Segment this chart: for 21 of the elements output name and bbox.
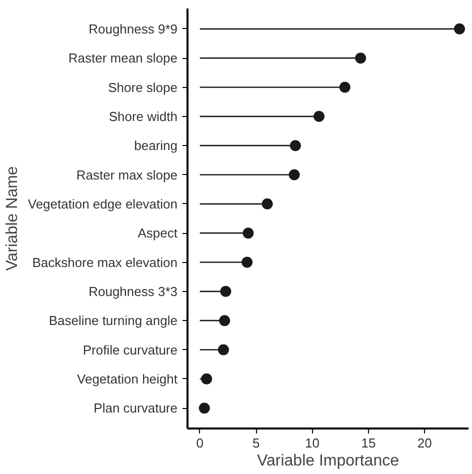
y-tick-label: Profile curvature bbox=[82, 342, 178, 358]
y-tick-label: Raster mean slope bbox=[68, 50, 178, 66]
y-tick-label: Shore width bbox=[108, 108, 178, 124]
x-tick-label: 10 bbox=[305, 436, 320, 450]
y-tick-label: Baseline turning angle bbox=[48, 313, 178, 328]
y-tick-label: bearing bbox=[134, 138, 178, 154]
y-tick-label: Aspect bbox=[138, 226, 178, 241]
y-tick-label: Roughness 9*9 bbox=[88, 21, 178, 36]
x-tick-label: 20 bbox=[417, 436, 432, 450]
x-axis-title: Variable Importance bbox=[257, 452, 400, 470]
y-tick-label: Vegetation height bbox=[77, 371, 178, 386]
x-tick-label: 15 bbox=[361, 436, 376, 450]
y-tick-label: Raster max slope bbox=[76, 167, 178, 182]
x-tick-label: 5 bbox=[252, 436, 260, 450]
y-tick-label: Backshore max elevation bbox=[32, 254, 178, 270]
x-tick-label: 0 bbox=[196, 436, 204, 450]
y-axis-title: Variable Name bbox=[4, 166, 21, 271]
y-tick-label: Shore slope bbox=[108, 80, 178, 95]
y-tick-label: Vegetation edge elevation bbox=[28, 196, 178, 212]
y-tick-label: Plan curvature bbox=[94, 400, 178, 416]
y-tick-label: Roughness 3*3 bbox=[88, 284, 178, 299]
